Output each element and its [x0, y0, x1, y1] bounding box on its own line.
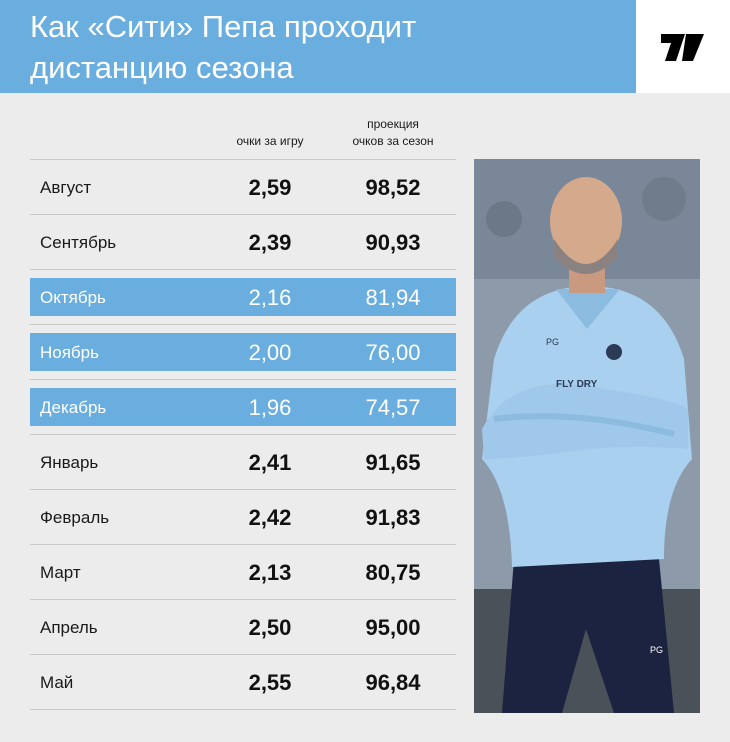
ppg-cell: 2,41: [248, 450, 292, 475]
projection-cell: 74,57: [365, 395, 421, 420]
column-header-projection-line2: очков за сезон: [352, 134, 434, 148]
month-cell: Октябрь: [40, 288, 106, 307]
projection-cell: 96,84: [365, 670, 421, 695]
ppg-cell: 2,42: [248, 505, 292, 530]
table-row: Май 2,55 96,84: [30, 654, 456, 710]
points-table: Август 2,59 98,52 Сентябрь 2,39 90,93 Октябрь 2…: [30, 159, 456, 710]
month-cell: Февраль: [40, 508, 110, 527]
ppg-cell: 2,39: [248, 230, 292, 255]
projection-cell: 91,83: [365, 505, 421, 530]
column-header-projection-line1: проекция: [367, 117, 419, 131]
month-cell: Март: [40, 563, 81, 582]
projection-cell: 81,94: [365, 285, 421, 310]
month-cell: Май: [40, 673, 74, 692]
table-row: Февраль 2,42 91,83: [30, 489, 456, 544]
projection-cell: 95,00: [365, 615, 421, 640]
table-row: Октябрь 2,16 81,94: [30, 269, 456, 324]
ppg-cell: 1,96: [248, 395, 292, 420]
page-title: Как «Сити» Пепа проходит дистанцию сезон…: [30, 6, 630, 88]
title-line-1: Как «Сити» Пепа проходит: [30, 9, 417, 44]
column-header-ppg: очки за игру: [236, 134, 304, 148]
column-header-projection: проекция очков за сезон: [333, 116, 453, 150]
club-crest-icon: [606, 344, 622, 360]
table-row: Март 2,13 80,75: [30, 544, 456, 599]
table-row: Август 2,59 98,52: [30, 159, 456, 214]
title-banner: Как «Сити» Пепа проходит дистанцию сезон…: [0, 0, 636, 93]
coach-illustration: PG FLY DRY PG: [474, 159, 700, 713]
projection-cell: 90,93: [365, 230, 421, 255]
month-cell: Декабрь: [40, 398, 107, 417]
projection-cell: 80,75: [365, 560, 421, 585]
month-cell: Ноябрь: [40, 343, 99, 362]
shirt-sponsor: FLY DRY: [556, 379, 598, 390]
outlet-logo-icon: [661, 34, 704, 61]
ppg-cell: 2,50: [248, 615, 292, 640]
month-cell: Апрель: [40, 618, 98, 637]
ppg-cell: 2,00: [248, 340, 292, 365]
projection-cell: 91,65: [365, 450, 421, 475]
shirt-initials: PG: [546, 337, 559, 347]
ppg-cell: 2,13: [248, 560, 292, 585]
shorts-initials: PG: [650, 645, 663, 655]
ppg-cell: 2,55: [248, 670, 292, 695]
table-row: Ноябрь 2,00 76,00: [30, 324, 456, 379]
month-cell: Сентябрь: [40, 233, 117, 252]
logo-box: [636, 0, 730, 93]
table-row: Декабрь 1,96 74,57: [30, 379, 456, 434]
projection-cell: 76,00: [365, 340, 421, 365]
table-row: Сентябрь 2,39 90,93: [30, 214, 456, 269]
table-row: Апрель 2,50 95,00: [30, 599, 456, 654]
projection-cell: 98,52: [365, 175, 421, 200]
ppg-cell: 2,16: [248, 285, 292, 310]
ppg-cell: 2,59: [248, 175, 292, 200]
title-line-2: дистанцию сезона: [30, 50, 294, 85]
month-cell: Январь: [40, 453, 99, 472]
coach-photo: PG FLY DRY PG: [474, 159, 700, 713]
month-cell: Август: [40, 178, 92, 197]
table-row: Январь 2,41 91,65: [30, 434, 456, 489]
